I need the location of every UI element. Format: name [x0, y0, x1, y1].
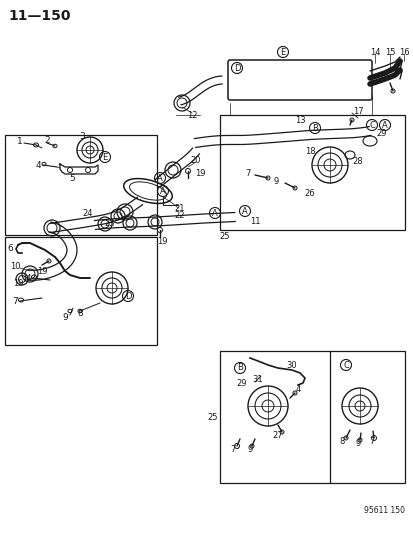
Text: 9: 9 [273, 176, 278, 185]
Text: A: A [211, 208, 217, 217]
Text: 9: 9 [354, 439, 360, 448]
Text: 13: 13 [294, 116, 304, 125]
Circle shape [292, 186, 296, 190]
Bar [5, 237, 157, 345]
Text: 95611 150: 95611 150 [363, 506, 404, 515]
Text: 28: 28 [352, 157, 363, 166]
Text: C: C [342, 360, 348, 369]
Text: 2: 2 [44, 135, 50, 144]
Text: 3: 3 [79, 132, 85, 141]
Text: 16: 16 [398, 47, 408, 56]
Circle shape [343, 436, 347, 440]
Circle shape [349, 118, 353, 122]
Text: B: B [237, 364, 242, 373]
Text: 24: 24 [83, 208, 93, 217]
Circle shape [370, 435, 375, 440]
Bar [219, 115, 404, 230]
Text: E: E [280, 47, 285, 56]
Circle shape [185, 168, 190, 174]
Circle shape [47, 259, 51, 263]
Text: 26: 26 [304, 189, 315, 198]
Text: C: C [368, 120, 374, 130]
Text: 19: 19 [194, 168, 205, 177]
Circle shape [390, 89, 394, 93]
Text: 27: 27 [272, 431, 282, 440]
Text: 17: 17 [352, 107, 363, 116]
Text: 19: 19 [13, 279, 23, 287]
Text: 1: 1 [17, 136, 23, 146]
Circle shape [234, 443, 239, 448]
Text: 10: 10 [10, 262, 20, 271]
Text: 9: 9 [62, 312, 68, 321]
Text: A: A [157, 174, 162, 182]
Circle shape [357, 438, 361, 442]
Text: A: A [160, 187, 166, 196]
Bar [5, 135, 157, 235]
Circle shape [292, 391, 296, 395]
Text: 19: 19 [157, 237, 167, 246]
Text: D: D [233, 63, 240, 72]
Text: 7: 7 [230, 445, 235, 454]
Text: A: A [242, 206, 247, 215]
Text: 4: 4 [25, 273, 31, 282]
Text: 7: 7 [368, 437, 374, 446]
Text: 29: 29 [236, 379, 247, 389]
Text: 5: 5 [69, 174, 75, 182]
Text: 8: 8 [339, 437, 344, 446]
Text: 29: 29 [376, 128, 386, 138]
Text: 9: 9 [247, 445, 252, 454]
Text: D: D [124, 292, 131, 301]
Text: 4: 4 [35, 160, 41, 169]
Text: 25: 25 [207, 414, 218, 423]
Text: 4: 4 [294, 385, 300, 394]
Text: 22: 22 [174, 211, 185, 220]
Text: 18: 18 [304, 147, 315, 156]
Text: 20: 20 [190, 156, 201, 165]
Text: 8: 8 [77, 309, 83, 318]
Text: B: B [311, 124, 317, 133]
Circle shape [266, 176, 269, 180]
Text: E: E [102, 152, 107, 161]
Text: 25: 25 [219, 231, 230, 240]
Text: 31: 31 [252, 376, 263, 384]
Text: A: A [381, 120, 387, 130]
Circle shape [157, 228, 162, 232]
Circle shape [249, 444, 254, 448]
Text: 7: 7 [12, 296, 18, 305]
Text: 11: 11 [249, 216, 260, 225]
Text: 6: 6 [7, 244, 13, 253]
Text: 12: 12 [186, 110, 197, 119]
Text: 11—150: 11—150 [8, 9, 70, 23]
Text: 23: 23 [104, 219, 115, 228]
Text: 21: 21 [174, 204, 185, 213]
Text: 19: 19 [37, 266, 47, 276]
Circle shape [279, 430, 283, 434]
Bar [219, 351, 404, 483]
Text: 14: 14 [369, 47, 379, 56]
Text: 30: 30 [286, 360, 297, 369]
Text: 7: 7 [245, 168, 250, 177]
Text: 15: 15 [384, 47, 394, 56]
